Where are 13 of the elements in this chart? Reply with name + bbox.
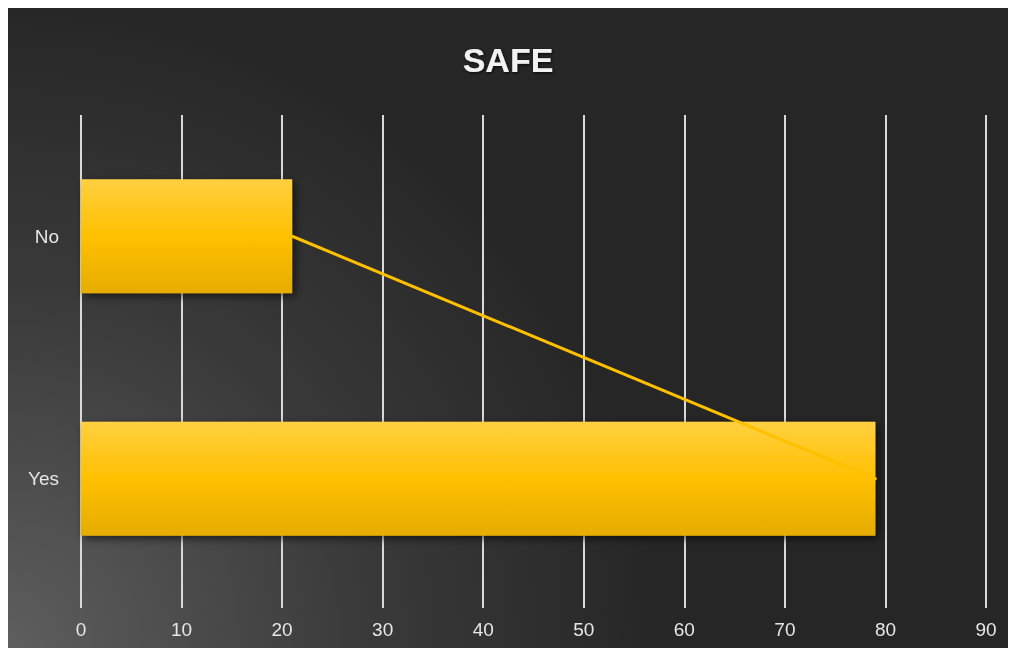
x-tick-label: 80 (874, 619, 897, 640)
y-tick-label: Yes (28, 468, 59, 490)
x-tick-label: 70 (774, 619, 796, 640)
y-tick-label: No (34, 225, 59, 247)
x-tick-label: 50 (573, 619, 595, 640)
x-tick-label: 40 (472, 619, 494, 640)
x-tick-label: 60 (673, 619, 695, 640)
chart-title: SAFE (462, 41, 554, 79)
x-tick-label: 30 (372, 619, 394, 640)
x-tick-label: 20 (271, 619, 293, 640)
x-tick-label: 10 (170, 619, 193, 640)
x-tick-label: 90 (975, 619, 997, 640)
x-tick-label: 0 (75, 619, 87, 640)
